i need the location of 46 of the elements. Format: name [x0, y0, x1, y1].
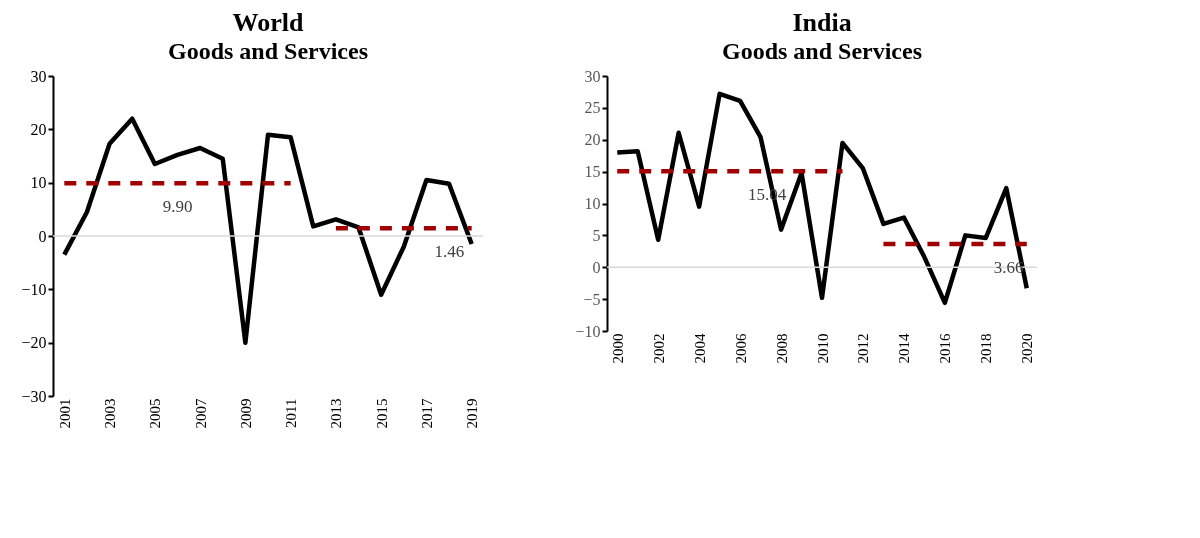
y-tick-label: −20 [21, 334, 47, 352]
y-tick-label: 25 [584, 99, 601, 117]
line-series [62, 116, 474, 345]
y-tick-label: −30 [21, 387, 47, 405]
chart-subtitle: Goods and Services [167, 38, 369, 64]
chart-title: World [232, 8, 304, 37]
x-tick-label: 2004 [691, 333, 708, 364]
y-tick-label: 10 [584, 195, 601, 212]
x-tick-label: 2012 [855, 333, 872, 364]
line-series [614, 91, 1030, 306]
x-tick-label: 2015 [373, 398, 390, 429]
annotation: 3.66 [993, 257, 1024, 277]
x-tick-label: 2001 [56, 398, 73, 429]
y-tick-label: −5 [583, 290, 601, 308]
y-tick-label: 30 [30, 67, 47, 85]
chart-title: India [792, 8, 852, 37]
x-tick-label: 2007 [192, 398, 209, 429]
x-tick-label: 2002 [650, 333, 667, 364]
x-tick-label: 2005 [147, 398, 164, 429]
x-tick-label: 2008 [773, 333, 790, 364]
y-tick-label: 15 [584, 163, 601, 181]
y-tick-label: 0 [592, 258, 601, 276]
y-tick-label: 10 [30, 174, 47, 192]
y-tick-label: 0 [38, 227, 47, 245]
annotation: 1.46 [434, 242, 465, 262]
x-tick-label: 2000 [609, 333, 626, 364]
x-tick-label: 2017 [418, 398, 435, 429]
chart-subtitle: Goods and Services [721, 38, 923, 64]
y-tick-label: 20 [584, 131, 601, 149]
x-tick-label: 2013 [328, 398, 345, 429]
y-tick-label: 30 [584, 67, 601, 85]
x-tick-label: 2018 [978, 333, 995, 364]
x-tick-label: 2010 [814, 333, 831, 364]
annotation: 9.90 [162, 197, 193, 217]
x-tick-label: 2016 [937, 333, 954, 364]
x-tick-label: 2006 [732, 333, 749, 364]
x-tick-label: 2011 [283, 398, 300, 428]
y-tick-label: 5 [592, 226, 601, 244]
x-tick-label: 2014 [896, 333, 913, 364]
x-tick-label: 2003 [102, 398, 119, 429]
x-tick-label: 2019 [464, 398, 481, 429]
x-tick-label: 2009 [237, 398, 254, 429]
y-tick-label: 20 [30, 120, 47, 138]
y-tick-label: −10 [575, 322, 601, 340]
y-tick-label: −10 [21, 280, 47, 298]
x-tick-label: 2020 [1019, 333, 1036, 364]
